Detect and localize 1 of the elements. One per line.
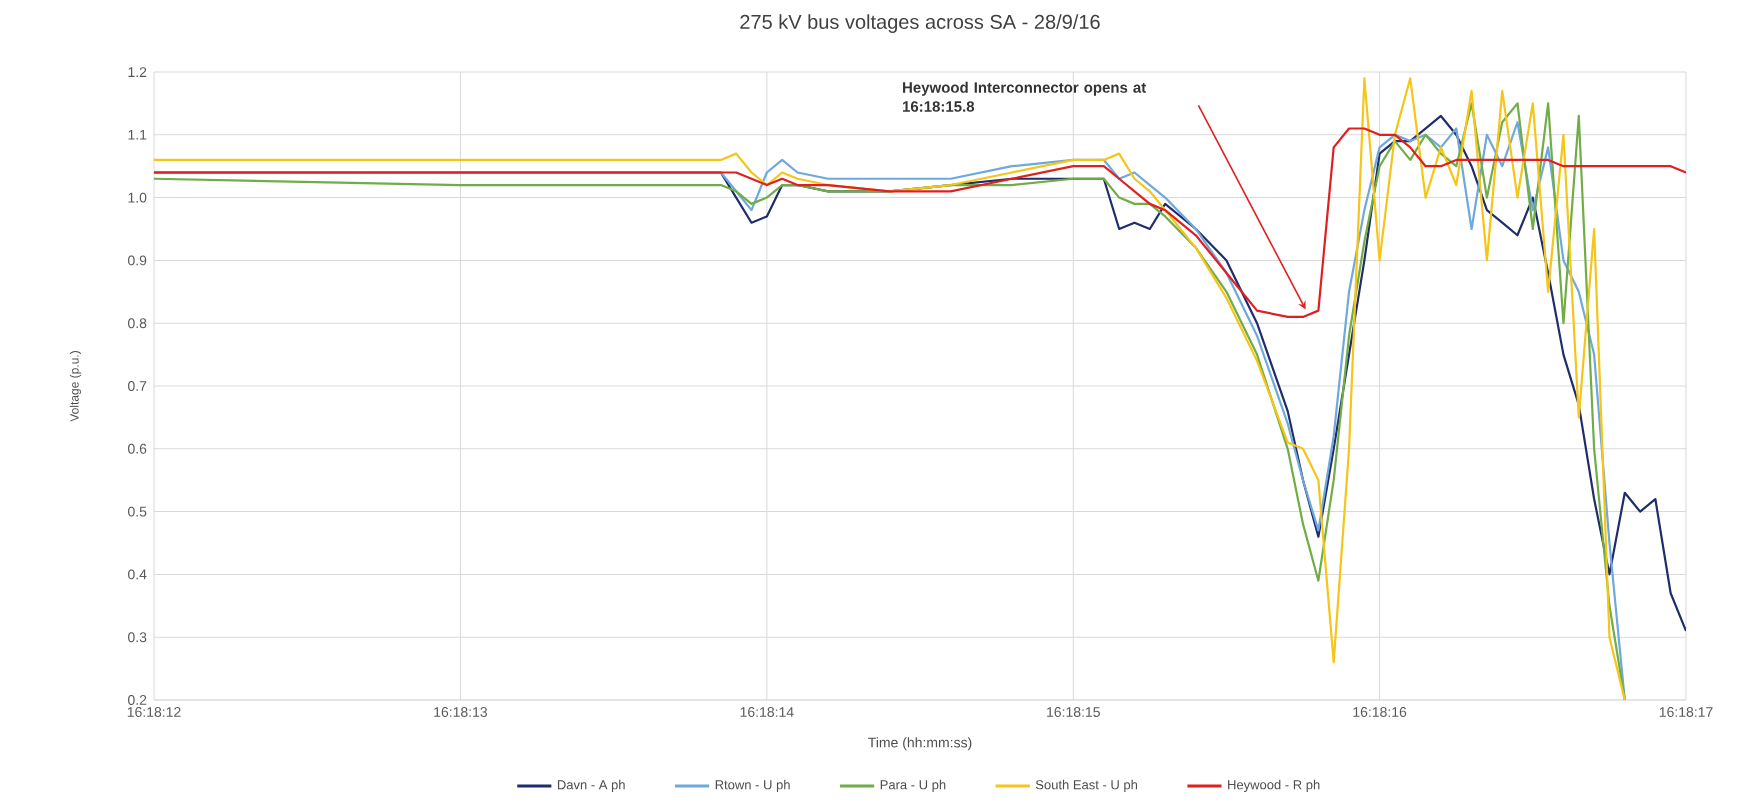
chart-title: 275 kV bus voltages across SA - 28/9/16 bbox=[740, 14, 1100, 33]
